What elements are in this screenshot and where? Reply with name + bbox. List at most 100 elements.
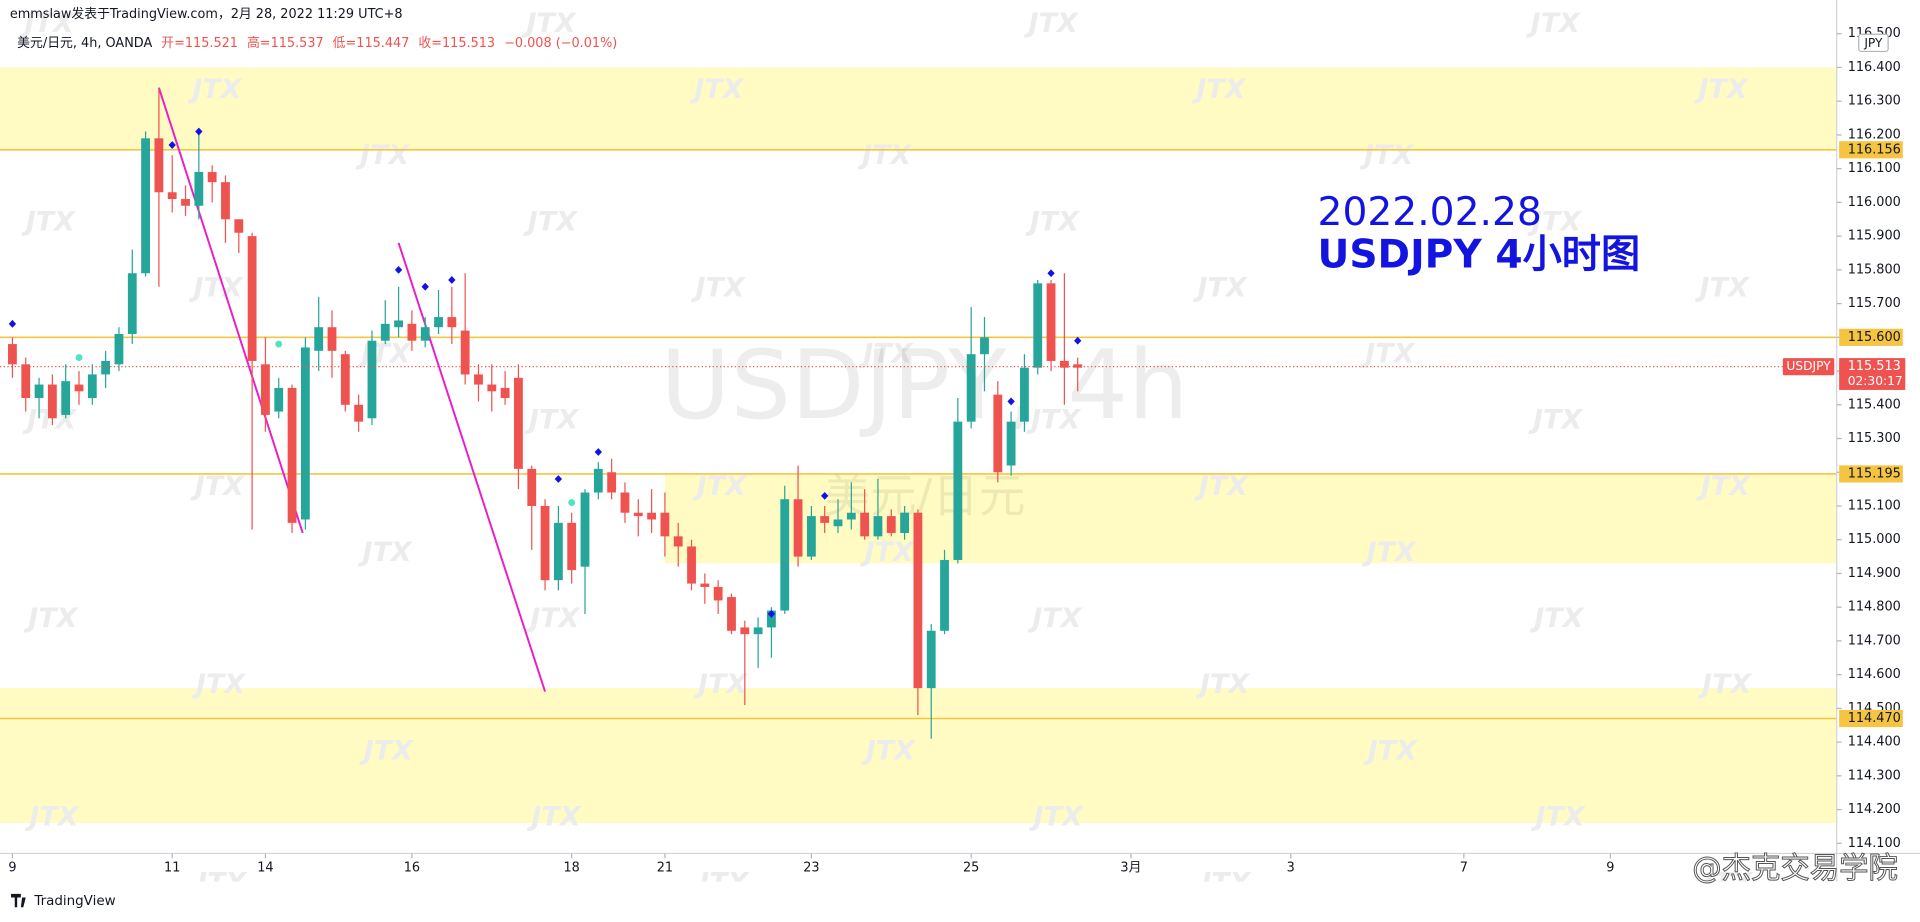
jtx-watermark: JTX — [1527, 206, 1582, 237]
candle-body — [767, 610, 776, 628]
watermarks: JTX JTX JTX JTX JTX JTX JTX JTX JTX JTX JTX JTX JTX J… — [20, 8, 1754, 899]
level-label: 115.195 — [1848, 466, 1901, 481]
jtx-watermark: JTX — [1194, 471, 1249, 502]
x-tick-label: 23 — [803, 861, 819, 876]
candle-body — [314, 327, 324, 351]
y-tick-label: 116.400 — [1848, 60, 1901, 75]
jtx-watermark: JTX — [1693, 74, 1748, 105]
y-tick-label: 116.200 — [1848, 127, 1901, 142]
annotation: 2022.02.28 — [1318, 190, 1542, 235]
change: −0.008 (−0.01%) — [504, 35, 617, 50]
jtx-watermark: JTX — [861, 735, 916, 766]
jtx-watermark: JTX — [189, 272, 244, 303]
annotation: USDJPY 4小时图 — [1318, 233, 1641, 278]
x-tick-label: 25 — [963, 861, 979, 876]
candle-body — [101, 360, 111, 375]
level-label: 114.470 — [1848, 711, 1901, 726]
y-tick-label: 114.600 — [1848, 667, 1901, 682]
candle-body — [1006, 421, 1016, 466]
candle-body — [367, 340, 377, 419]
publisher: emmslaw发表于TradingView.com，2月 28, 2022 11… — [10, 6, 403, 22]
currency: JPY — [1863, 36, 1883, 50]
jtx-watermark: JTX — [187, 74, 242, 105]
jtx-watermark: JTX — [1363, 735, 1418, 766]
price-axis: 114.100114.200114.300114.400114.500114.6… — [8, 26, 1906, 876]
ohlc-legend: 美元/日元, 4h, OANDA 开=115.521 高=115.537 低=1… — [17, 34, 617, 50]
candle-body — [740, 627, 750, 635]
candle-body — [87, 374, 97, 399]
jtx-watermark: JTX — [522, 8, 577, 39]
close: 收=115.513 — [418, 35, 495, 50]
jtx-watermark: JTX — [23, 603, 78, 634]
level-label: 115.600 — [1848, 330, 1901, 345]
jtx-watermark: JTX — [526, 801, 581, 832]
countdown: 02:30:17 — [1848, 374, 1903, 388]
high: 高=115.537 — [247, 34, 324, 50]
brand: TradingView — [33, 894, 115, 909]
candle-body — [8, 344, 17, 365]
candle-body — [980, 337, 989, 355]
y-tick-label: 114.200 — [1848, 802, 1901, 817]
candle-body — [34, 384, 44, 399]
last-price: 115.513 — [1848, 359, 1901, 374]
candle-body — [47, 384, 57, 419]
jtx-watermark: JTX — [1362, 537, 1417, 568]
signal-diamond — [821, 491, 829, 500]
x-tick-label: 21 — [657, 861, 673, 876]
candle-body — [673, 536, 683, 547]
candle-body — [234, 219, 244, 233]
candle-body — [194, 172, 204, 206]
candle-body — [993, 394, 1003, 473]
jtx-watermark: JTX — [1024, 8, 1079, 39]
zone — [0, 67, 1837, 150]
y-tick-label: 114.400 — [1848, 735, 1901, 750]
signal-dot — [275, 340, 283, 348]
jtx-watermark: JTX — [1526, 8, 1581, 39]
candle-body — [354, 404, 364, 422]
symbol: 美元/日元, 4h, OANDA — [17, 35, 152, 50]
candle-body — [820, 516, 830, 523]
candle-body — [1046, 283, 1056, 361]
signal-diamond — [394, 265, 403, 274]
candle-body — [527, 468, 537, 506]
level-label: 116.156 — [1848, 142, 1901, 157]
candle-body — [340, 354, 350, 405]
candle-body — [940, 559, 949, 631]
candle-body — [593, 468, 603, 493]
candle-body — [580, 492, 590, 567]
candle-body — [620, 492, 630, 513]
candle-body — [1073, 364, 1083, 368]
jtx-watermark: JTX — [523, 206, 578, 237]
x-tick-label: 14 — [257, 861, 273, 876]
candle-body — [181, 199, 190, 206]
jtx-watermark: JTX — [1195, 669, 1250, 700]
y-tick-label: 116.100 — [1848, 161, 1901, 176]
last-price-tag — [1839, 358, 1906, 390]
y-tick-label: 115.900 — [1848, 229, 1901, 244]
candle-body — [860, 512, 870, 537]
jtx-watermark: JTX — [1528, 405, 1583, 436]
x-tick-label: 3月 — [1120, 861, 1141, 876]
jtx-watermark: JTX — [357, 537, 412, 568]
candle-body — [793, 499, 803, 557]
level-tag — [1839, 465, 1903, 483]
candle-body — [713, 586, 723, 601]
candle-body — [447, 317, 457, 328]
candle-body — [261, 364, 270, 415]
open: 开=115.521 — [161, 35, 238, 50]
candle-body — [127, 273, 137, 334]
jtx-watermark: JTX — [21, 206, 76, 237]
x-tick-label: 9 — [8, 861, 16, 876]
y-tick-label: 114.800 — [1848, 600, 1901, 615]
signal-diamond — [1047, 269, 1055, 278]
jtx-watermark: JTX — [1193, 272, 1248, 303]
candle-body — [221, 182, 230, 220]
candle-body — [247, 236, 257, 361]
plot — [0, 87, 1837, 739]
signal-diamond — [767, 610, 776, 618]
candle-body — [806, 516, 816, 557]
jtx-watermark: JTX — [524, 405, 579, 436]
trendline — [397, 242, 546, 692]
jtx-watermark: JTX — [858, 339, 913, 370]
